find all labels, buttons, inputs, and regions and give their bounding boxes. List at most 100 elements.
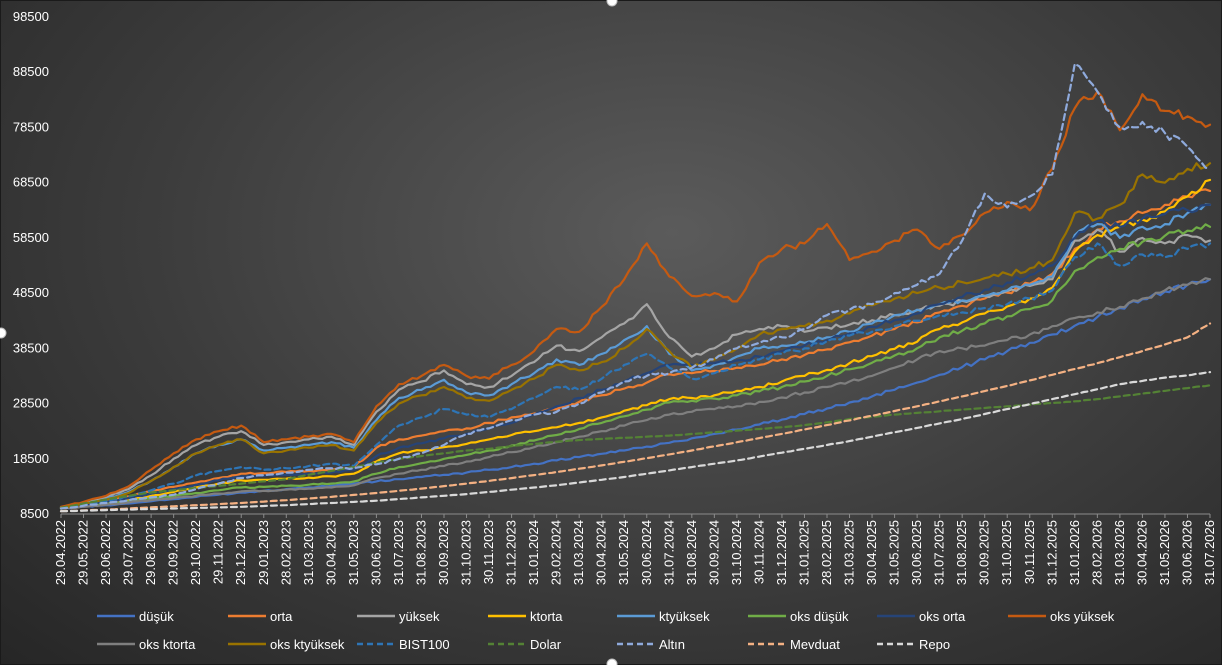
x-tick-label: 31.08.2023 [413,520,428,585]
legend-label: Dolar [530,637,562,652]
x-tick-label: 30.06.2026 [1179,520,1194,585]
series-line-10 [59,162,1212,509]
y-tick-label: 18500 [13,451,49,466]
y-tick-label: 38500 [13,340,49,355]
x-tick-label: 29.01.2023 [256,520,271,585]
legend-label: orta [270,609,293,624]
x-tick-label: 29.10.2022 [188,520,203,585]
x-tick-label: 31.12.2025 [1044,520,1059,585]
resize-handle-left[interactable] [0,327,7,339]
y-tick-label: 98500 [13,9,49,24]
x-tick-label: 29.08.2022 [143,520,158,585]
x-tick-label: 29.04.2022 [53,520,68,585]
series-line-15 [59,371,1212,513]
x-tick-label: 31.10.2023 [459,520,474,585]
legend-label: oks ktyüksek [270,637,345,652]
x-tick-label: 30.11.2024 [751,520,766,584]
x-tick-label: 31.05.2024 [616,520,631,585]
x-tick-label: 31.05.2025 [887,520,902,585]
y-tick-label: 8500 [20,506,49,521]
x-tick-label: 31.05.2023 [346,520,361,585]
x-tick-label: 31.10.2025 [999,520,1014,585]
resize-handle-top[interactable] [606,0,618,7]
x-tick-label: 31.01.2026 [1067,520,1082,585]
x-tick-label: 30.06.2025 [909,520,924,585]
legend: düşük orta yüksek ktorta ktyüksek oks düşük ok… [97,609,1115,652]
legend-label: oks ktorta [139,637,196,652]
legend-label: Altın [659,637,685,652]
x-tick-label: 30.04.2025 [864,520,879,585]
legend-label: Repo [919,637,950,652]
series-line-8 [59,90,1212,508]
x-tick-label: 30.06.2023 [368,520,383,585]
legend-label: oks yüksek [1050,609,1115,624]
legend-label: oks orta [919,609,966,624]
x-tick-label: 29.06.2022 [98,520,113,585]
y-axis: 8500 18500 28500 38500 48500 58500 68500 78500 8… [13,9,49,521]
series-line-14 [59,322,1212,513]
series-line-2 [59,188,1212,509]
legend-label: ktyüksek [659,609,710,624]
x-tick-label: 31.08.2024 [684,520,699,585]
y-tick-label: 58500 [13,230,49,245]
x-tick-label: 31.12.2023 [504,520,519,585]
x-tick-label: 29.12.2022 [233,520,248,585]
series-line-1 [59,278,1212,510]
legend-label: Mevduat [790,637,840,652]
series-line-12 [59,384,1212,509]
x-tick-label: 30.09.2023 [436,520,451,585]
series-line-7 [59,203,1212,509]
series-line-11 [59,242,1212,509]
series-line-9 [59,277,1212,510]
x-axis: 29.04.2022 29.05.2022 29.06.2022 29.07.2022… [53,514,1217,585]
legend-label: BIST100 [399,637,450,652]
y-tick-label: 68500 [13,175,49,190]
y-tick-label: 48500 [13,285,49,300]
x-tick-label: 29.07.2022 [121,520,136,585]
x-tick-label: 31.07.2023 [391,520,406,585]
x-tick-label: 31.10.2024 [729,520,744,585]
resize-handle-bottom[interactable] [606,658,618,665]
x-tick-label: 29.05.2022 [76,520,91,585]
x-tick-label: 31.12.2024 [774,520,789,585]
x-tick-label: 30.09.2025 [977,520,992,585]
x-tick-label: 31.01.2024 [526,520,541,585]
x-tick-label: 28.02.2025 [819,520,834,585]
x-tick-label: 28.02.2026 [1089,520,1104,585]
series-line-3 [59,228,1212,509]
x-tick-label: 31.07.2024 [661,520,676,585]
x-tick-label: 31.05.2026 [1157,520,1172,585]
x-tick-label: 29.02.2024 [549,520,564,585]
x-tick-label: 31.08.2025 [954,520,969,585]
x-tick-label: 29.11.2022 [211,520,226,584]
x-tick-label: 31.03.2025 [842,520,857,585]
x-tick-label: 31.07.2025 [932,520,947,585]
series-line-5 [59,203,1212,509]
x-tick-label: 31.01.2025 [796,520,811,585]
x-tick-label: 29.09.2022 [166,520,181,585]
x-tick-label: 30.09.2024 [706,520,721,585]
legend-label: yüksek [399,609,440,624]
series-line-13 [59,62,1212,510]
y-tick-label: 28500 [13,396,49,411]
series-line-4 [59,178,1212,510]
x-tick-label: 30.04.2024 [594,520,609,585]
legend-label: düşük [139,609,174,624]
x-tick-label: 30.11.2025 [1022,520,1037,584]
y-tick-label: 88500 [13,64,49,79]
x-tick-label: 30.11.2023 [481,520,496,584]
x-tick-label: 30.04.2023 [323,520,338,585]
y-tick-label: 78500 [13,119,49,134]
x-tick-label: 31.03.2026 [1112,520,1127,585]
legend-label: oks düşük [790,609,849,624]
x-tick-label: 31.03.2024 [571,520,586,585]
series-line-6 [59,223,1212,510]
x-tick-label: 31.07.2026 [1202,520,1217,585]
x-tick-label: 31.03.2023 [301,520,316,585]
legend-label: ktorta [530,609,563,624]
x-tick-label: 28.02.2023 [278,520,293,585]
x-tick-label: 30.04.2026 [1134,520,1149,585]
plot-area [59,62,1212,513]
x-tick-label: 30.06.2024 [639,520,654,585]
